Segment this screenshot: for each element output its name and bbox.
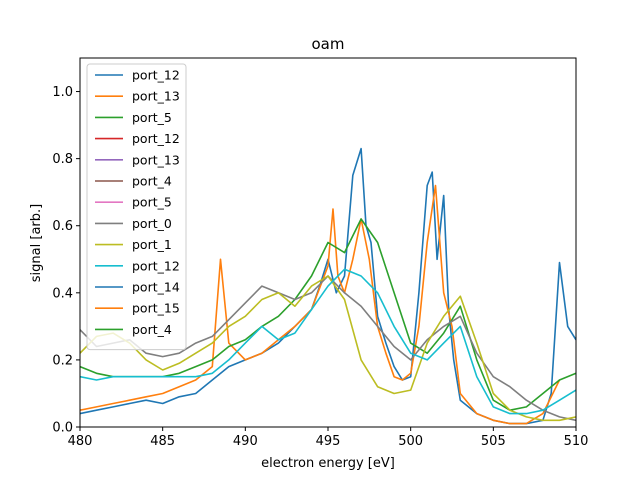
series-line-8	[80, 275, 576, 422]
legend-entry: port_4	[132, 174, 172, 189]
y-tick-label: 0.6	[52, 219, 73, 234]
legend-entry: port_0	[132, 216, 172, 231]
y-tick-label: 0.0	[52, 421, 73, 436]
legend-entry: port_4	[132, 322, 172, 337]
legend-entry: port_12	[132, 258, 180, 273]
legend-entry: port_5	[132, 110, 172, 125]
y-tick-label: 0.4	[52, 286, 73, 301]
y-tick-label: 0.2	[52, 353, 73, 368]
y-tick-label: 1.0	[52, 85, 73, 100]
x-tick-label: 510	[564, 434, 589, 449]
x-tick-label: 490	[233, 434, 258, 449]
legend-entry: port_1	[132, 237, 172, 252]
legend: port_12 port_13 port_5 port_12 port_13 port_4…	[86, 63, 187, 351]
chart-title: oam	[312, 35, 345, 53]
x-tick-label: 495	[316, 434, 341, 449]
series-line-1	[80, 184, 561, 425]
legend-entry: port_13	[132, 89, 180, 104]
legend-entry: port_12	[132, 68, 180, 83]
legend-entry: port_13	[132, 152, 180, 167]
legend-entry: port_15	[132, 301, 180, 316]
x-tick-label: 505	[481, 434, 506, 449]
y-tick-label: 0.8	[52, 152, 73, 167]
series-line-9	[80, 268, 576, 415]
x-tick-label: 480	[68, 434, 93, 449]
legend-entry: port_12	[132, 131, 180, 146]
legend-entry: port_14	[132, 280, 180, 295]
legend-entry: port_5	[132, 195, 172, 210]
y-axis-label: signal [arb.]	[29, 204, 44, 282]
x-tick-label: 500	[398, 434, 423, 449]
x-axis-label: electron energy [eV]	[261, 456, 395, 471]
x-tick-label: 485	[150, 434, 175, 449]
legend-box	[86, 63, 187, 351]
